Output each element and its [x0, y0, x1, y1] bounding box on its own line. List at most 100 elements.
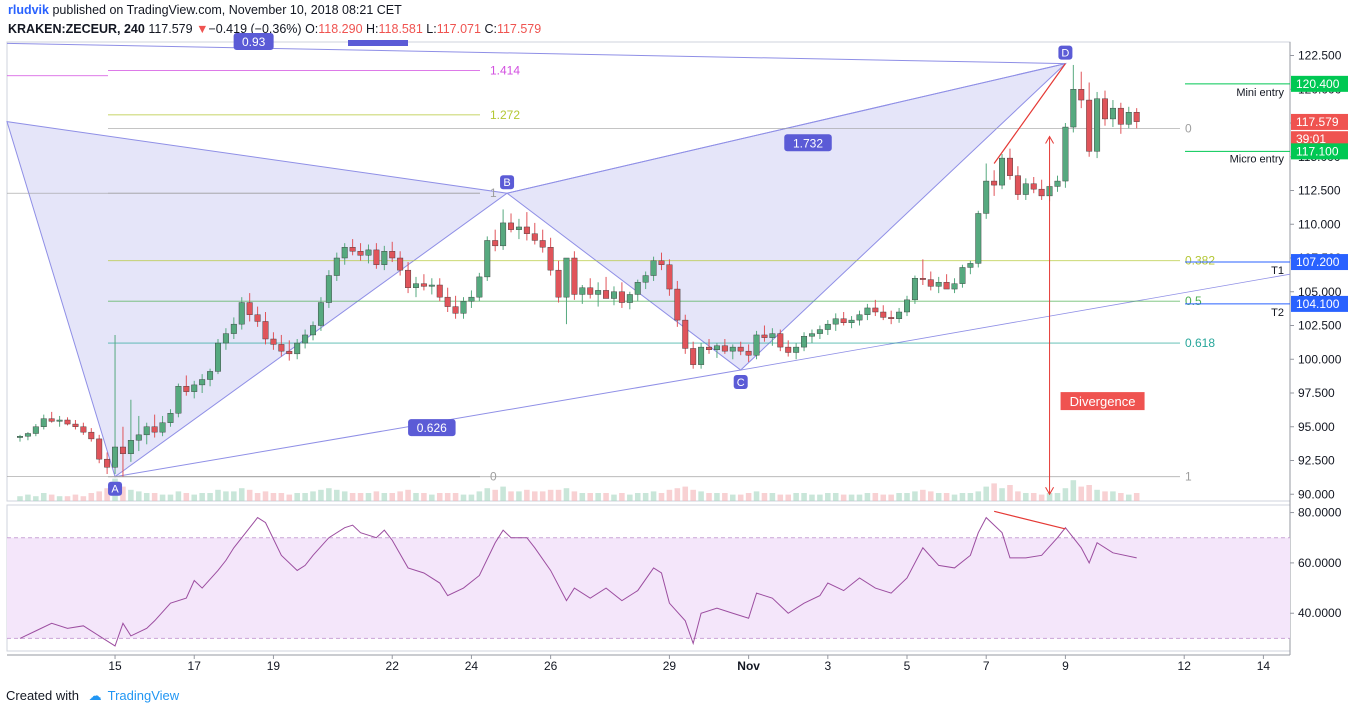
volume-bar [88, 493, 95, 501]
tradingview-brand[interactable]: TradingView [107, 688, 180, 703]
price-marker-badge [1291, 113, 1348, 130]
candle-body [151, 426, 158, 433]
volume-bar [405, 489, 411, 501]
volume-bar [888, 494, 894, 501]
volume-bar [848, 494, 855, 501]
candle-body [1102, 98, 1108, 120]
candle-body [1014, 175, 1021, 195]
candle-body [674, 288, 681, 321]
candle-body [333, 257, 340, 276]
volume-bar [310, 491, 316, 501]
candle-body [658, 260, 665, 265]
volume-bar [840, 494, 847, 501]
volume-bar [674, 488, 681, 501]
pattern-point-c-label: C [737, 377, 745, 389]
high-value: 118.581 [378, 22, 423, 36]
candle-body [278, 344, 285, 352]
volume-bar [761, 493, 768, 501]
volume-bar [1023, 493, 1029, 501]
volume-bar [975, 491, 982, 501]
volume-bar [959, 493, 966, 501]
candle-body [310, 325, 317, 336]
candle-body [809, 333, 815, 337]
candle-body [254, 314, 261, 322]
candle-body [706, 346, 712, 351]
volume-bar [365, 493, 372, 501]
pattern-ratio-badge [408, 419, 456, 437]
volume-bar [484, 488, 491, 501]
volume-bar [666, 489, 673, 501]
candle-body [452, 306, 459, 314]
pattern-point-c-badge [733, 375, 748, 390]
volume-bar [737, 494, 744, 501]
candle-body [603, 290, 610, 299]
candle-body [1086, 99, 1093, 152]
candle-body [468, 296, 475, 302]
candle-body [571, 257, 578, 295]
volume-bar [1078, 486, 1085, 501]
volume-bar [508, 491, 514, 501]
pattern-point-a-label: A [111, 484, 119, 496]
candle-body [104, 458, 111, 468]
pattern-point-b-label: B [503, 177, 510, 189]
volume-bar [452, 493, 459, 501]
candle-body [246, 302, 253, 315]
price-marker-badge [1291, 75, 1348, 92]
volume-bar [730, 494, 736, 501]
candle-body [539, 240, 546, 248]
volume-bar [349, 493, 356, 501]
fib-retracement-label: 0.382 [1185, 254, 1215, 268]
time-tick-label: 5 [904, 659, 911, 673]
candle-body [508, 222, 514, 230]
rsi-band [7, 537, 1290, 639]
volume-bar [690, 489, 696, 501]
price-marker-label: 117.100 [1296, 144, 1339, 158]
volume-bar [294, 493, 300, 501]
candle-body [381, 251, 388, 265]
volume-bar [999, 488, 1005, 501]
candle-body [943, 282, 950, 290]
candle-body [999, 157, 1006, 186]
candle-body [222, 333, 229, 344]
volume-bar [460, 494, 467, 501]
candle-body [24, 433, 31, 437]
open-label: O: [305, 22, 319, 36]
volume-bar [80, 496, 87, 501]
last-price: 117.579 [148, 22, 193, 36]
volume-bar [64, 496, 71, 501]
time-tick-label: 3 [824, 659, 831, 673]
candle-body [975, 213, 982, 264]
candle-body [135, 434, 142, 441]
volume-bar [183, 493, 190, 501]
candle-body [1062, 126, 1069, 182]
candle-body [460, 301, 467, 314]
candle-body [563, 257, 570, 298]
volume-bar [809, 494, 815, 501]
price-marker-label: 39:01 [1296, 132, 1326, 146]
pattern-point-d-badge [1058, 45, 1073, 60]
divergence-label: Divergence [1070, 394, 1136, 409]
volume-bar [627, 494, 633, 501]
price-marker-badge [1291, 143, 1348, 160]
candle-body [785, 346, 792, 353]
candle-body [745, 350, 752, 356]
volume-bar [555, 489, 562, 501]
candle-body [682, 319, 689, 349]
volume-bar [231, 491, 237, 501]
volume-bar [769, 493, 776, 501]
candle-body [32, 426, 39, 434]
pattern-ratio-badge [784, 134, 832, 152]
candle-body [1109, 107, 1116, 120]
price-tick-label: 110.000 [1298, 217, 1341, 231]
fib-retracement-label: 0 [1185, 121, 1192, 135]
candle-body [286, 350, 293, 355]
candle-body [1022, 183, 1029, 195]
volume-bar [563, 488, 570, 501]
author-name[interactable]: rludvik [8, 3, 49, 17]
volume-bar [286, 494, 293, 501]
volume-bar [619, 493, 625, 501]
candle-body [96, 438, 103, 460]
volume-bar [516, 491, 522, 501]
candle-body [167, 413, 174, 423]
